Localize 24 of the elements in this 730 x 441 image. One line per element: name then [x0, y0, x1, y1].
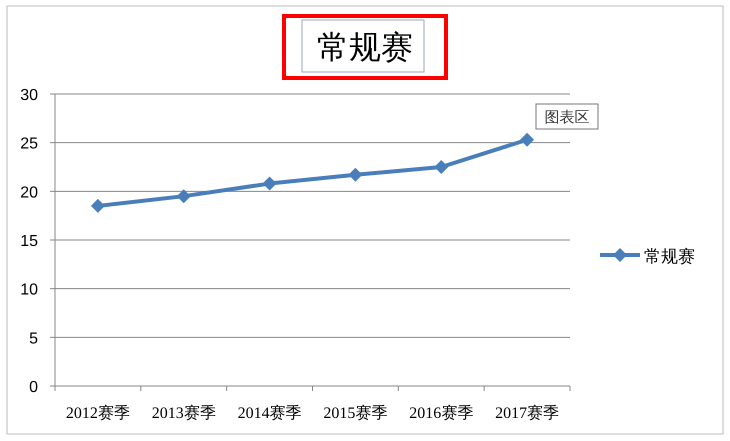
- legend: 常规赛: [600, 247, 695, 266]
- point: [262, 176, 277, 191]
- y-tick-label: 10: [20, 282, 38, 299]
- point: [520, 132, 534, 147]
- point: [176, 189, 191, 204]
- y-tick-label: 25: [20, 136, 38, 153]
- legend-label: 常规赛: [644, 247, 695, 266]
- y-tick-label: 5: [29, 330, 38, 348]
- annotation: 图表区: [544, 109, 590, 126]
- x-tick-label: 2013赛季: [152, 404, 216, 422]
- chart-title: 常规赛: [317, 29, 413, 65]
- x-tick-label: 2014赛季: [238, 404, 302, 422]
- x-tick-label: 2015赛季: [323, 404, 388, 422]
- annotation: 图表区: [536, 104, 598, 130]
- y-tick-label: 30: [20, 87, 38, 104]
- x-tick-label: 2016赛季: [409, 404, 474, 422]
- point: [348, 168, 362, 182]
- point: [434, 160, 448, 174]
- x-tick-label: 2017赛季: [495, 404, 560, 422]
- y-tick-label: 15: [20, 233, 38, 250]
- x-tick-label: 2012赛季: [66, 404, 130, 422]
- y-tick-label: 0: [29, 379, 38, 396]
- point: [90, 198, 105, 213]
- y-tick-label: 20: [20, 184, 38, 202]
